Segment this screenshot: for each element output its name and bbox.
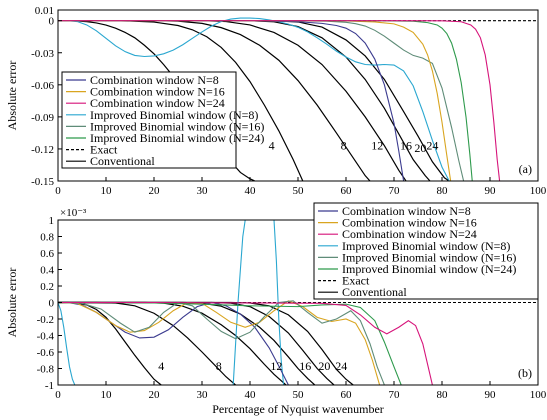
series-line-combination-24 [58, 20, 501, 181]
legend-label: Exact [90, 143, 118, 157]
x-tick-label: 20 [149, 389, 161, 401]
legend-label: Combination window N=8 [90, 73, 219, 87]
chart-panel-b: 0 10 20 30 40 50 60 70 80 90 100 1 0.8 0.6 0.4 0.2 0 -0.2… [5, 202, 547, 401]
y-tick-label: -0.6 [37, 347, 55, 359]
series-line-conventional [58, 20, 371, 181]
series-line-combination-8 [58, 301, 289, 385]
series-group [58, 17, 538, 181]
curve-annotation: 24 [335, 359, 347, 373]
y-tick-label: -0.4 [37, 331, 55, 343]
y-tick-label: 0.2 [40, 281, 54, 293]
series-line-combination-16 [58, 300, 381, 385]
x-tick-label: 60 [341, 185, 353, 197]
y-tick-label: 0.6 [40, 248, 54, 260]
x-tick-label: 50 [293, 185, 305, 197]
x-tick-label: 90 [485, 389, 497, 401]
series-line-conventional [58, 301, 287, 385]
y-tick-label: 0 [49, 298, 55, 310]
x-tick-label: 100 [530, 185, 547, 197]
legend-label: Improved Binomial window (N=8) [342, 239, 510, 253]
y-tick-label: 0.4 [40, 265, 54, 277]
series-line-improved-16 [58, 300, 385, 385]
legend-label: Combination window N=16 [90, 85, 225, 99]
x-tick-label: 40 [245, 389, 257, 401]
y-tick-label: -0.09 [31, 112, 54, 124]
panel-label: (a) [519, 162, 532, 176]
y-tick-label: -0.06 [31, 80, 54, 92]
x-tick-label: 0 [55, 185, 61, 197]
y-tick-label: -0.15 [31, 176, 54, 188]
series-line-combination-24 [58, 301, 433, 385]
x-tick-label: 40 [245, 185, 257, 197]
y-tick-label: 0.8 [40, 232, 54, 244]
x-axis-label: Percentage of Nyquist wavenumber [212, 402, 384, 416]
legend-label: Improved Binomial window (N=16) [90, 119, 264, 133]
y-tick-label: 1 [49, 215, 55, 227]
legend-box [313, 202, 539, 300]
legend-label: Combination window N=24 [90, 96, 225, 110]
chart-panel-a: 0 10 20 30 40 50 60 70 80 90 1000.010-0.03-0.06-0.… [5, 5, 547, 197]
legend-label: Improved Binomial window (N=24) [90, 131, 264, 145]
panel-label: (b) [518, 366, 532, 380]
legend-label: Combination window N=8 [342, 204, 471, 218]
curve-annotation: 8 [341, 139, 347, 153]
y-tick-label: -0.12 [31, 144, 54, 156]
legend-label: Combination window N=16 [342, 216, 477, 230]
curve-annotation: 20 [414, 141, 426, 155]
curve-annotation: 12 [371, 139, 383, 153]
x-tick-label: 70 [389, 389, 401, 401]
legend-label: Improved Binomial window (N=16) [342, 250, 516, 264]
legend-label: Conventional [342, 285, 407, 299]
series-line-improved-8 [58, 17, 450, 181]
curve-annotation: 4 [269, 139, 275, 153]
x-tick-label: 0 [55, 389, 61, 401]
series-line-improved-8 [273, 220, 285, 385]
legend-label: Improved Binomial window (N=24) [342, 262, 516, 276]
curve-annotation: 20 [318, 359, 330, 373]
y-axis-label: Absolute error [5, 61, 19, 131]
series-group [58, 220, 538, 385]
series-line-improved-8 [232, 220, 246, 385]
legend-label: Improved Binomial window (N=8) [90, 108, 258, 122]
x-tick-label: 80 [437, 185, 449, 197]
curve-annotation: 16 [400, 139, 412, 153]
curve-annotation: 8 [216, 359, 222, 373]
x-tick-label: 30 [197, 185, 209, 197]
x-tick-label: 80 [437, 389, 449, 401]
x-tick-label: 100 [530, 389, 547, 401]
y-tick-label: -1 [45, 380, 54, 392]
y-scale-label: ×10⁻³ [60, 207, 87, 219]
y-tick-label: 0 [49, 16, 55, 28]
x-tick-label: 70 [389, 185, 401, 197]
legend-label: Exact [342, 274, 370, 288]
y-tick-label: -0.8 [37, 364, 55, 376]
x-tick-label: 90 [485, 185, 497, 197]
x-tick-label: 50 [293, 389, 305, 401]
series-line-conventional [58, 301, 236, 385]
legend-label: Conventional [90, 154, 155, 168]
curve-annotation: 12 [270, 359, 282, 373]
x-tick-label: 20 [149, 185, 161, 197]
y-tick-label: -0.2 [37, 314, 54, 326]
curve-annotation: 16 [299, 359, 311, 373]
legend-label: Combination window N=24 [342, 227, 477, 241]
y-axis-label: Absolute error [5, 268, 19, 338]
y-tick-label: -0.03 [31, 48, 54, 60]
x-tick-label: 10 [101, 389, 113, 401]
x-tick-label: 30 [197, 389, 209, 401]
curve-annotation: 24 [426, 139, 438, 153]
legend-box [61, 71, 237, 169]
y-tick-label: 0.01 [35, 5, 54, 17]
curve-annotation: 4 [158, 359, 164, 373]
series-line-improved-8 [58, 302, 76, 385]
x-tick-label: 10 [101, 185, 113, 197]
x-tick-label: 60 [341, 389, 353, 401]
